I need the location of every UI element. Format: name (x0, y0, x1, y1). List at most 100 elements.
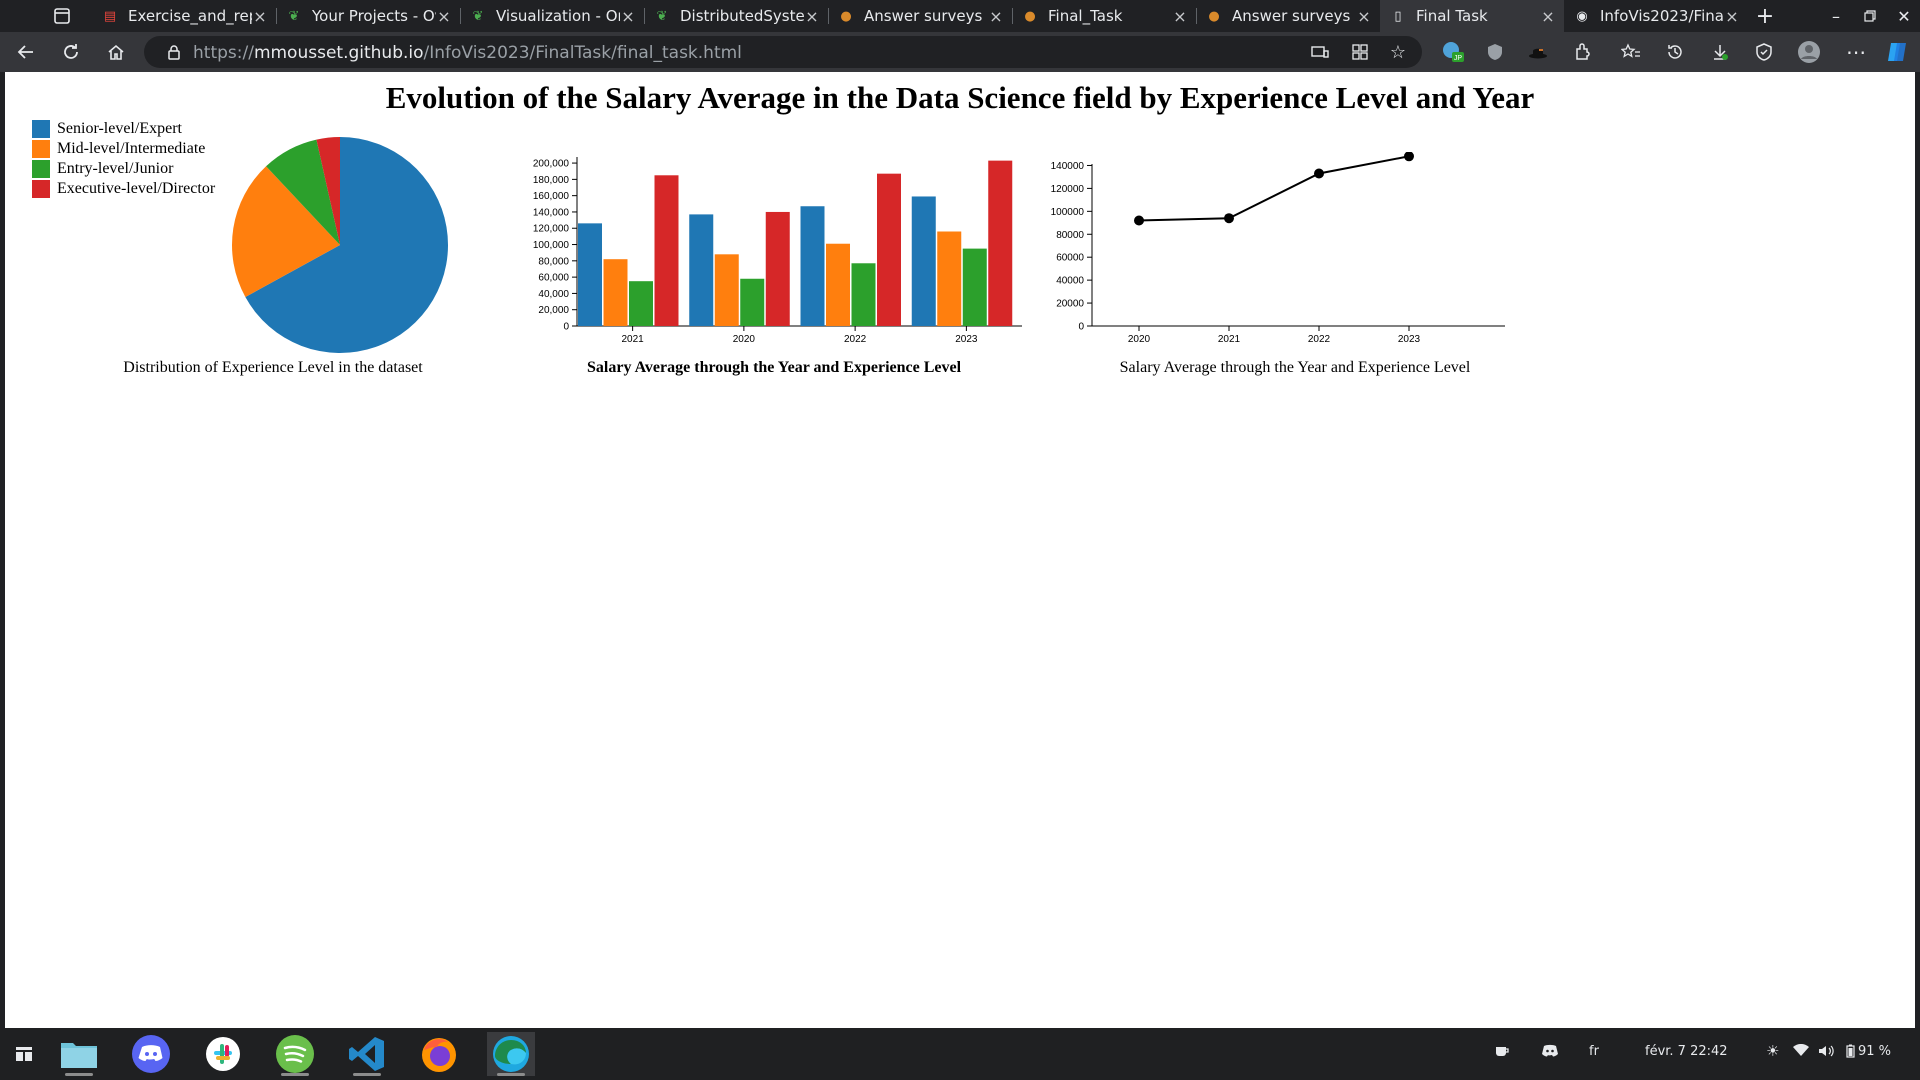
tab-close-button[interactable]: × (1541, 6, 1555, 26)
tab-close-button[interactable]: × (1357, 6, 1371, 26)
line-series (1138, 155, 1410, 222)
spotify-icon[interactable] (271, 1032, 319, 1076)
tab-close-button[interactable]: × (989, 6, 1003, 26)
bar-y-tick-label: 20,000 (538, 305, 569, 316)
bar (689, 214, 714, 326)
legend-label: Executive-level/Director (57, 180, 216, 197)
favorite-star-icon[interactable]: ☆ (1389, 41, 1407, 63)
extensions-icon[interactable] (1571, 40, 1595, 64)
url-text[interactable]: https://mmousset.github.io/InfoVis2023/F… (193, 43, 742, 63)
legend-swatch (32, 160, 50, 178)
bar (603, 259, 628, 326)
extension-hat-icon[interactable] (1526, 40, 1550, 64)
profile-badge: JP (1454, 55, 1463, 62)
wifi-icon[interactable] (1793, 1043, 1809, 1061)
tab-separator (1012, 8, 1013, 24)
ublock-icon[interactable] (1483, 40, 1507, 64)
line-y-tick-label: 60000 (1056, 253, 1084, 264)
tab-separator (1196, 8, 1197, 24)
downloads-icon[interactable] (1708, 40, 1732, 64)
legend-item: Executive-level/Director (32, 180, 215, 198)
line-point (1134, 215, 1144, 226)
profile-avatar-icon[interactable] (1797, 40, 1821, 64)
discord-tray-icon[interactable] (1541, 1044, 1559, 1062)
survey-icon: ● (840, 8, 852, 24)
copilot-icon[interactable] (1885, 40, 1909, 64)
restore-button[interactable] (1858, 4, 1882, 28)
bar-y-tick-label: 200,000 (533, 159, 570, 170)
line-x-tick-label: 2021 (1218, 334, 1241, 345)
line-y-tick-label: 120000 (1051, 184, 1085, 195)
tab-6[interactable]: ● Answer surveys × (1196, 0, 1380, 32)
bar-y-tick-label: 60,000 (538, 273, 569, 284)
tab-7[interactable]: ▯ Final Task × (1380, 0, 1564, 32)
battery-icon[interactable] (1846, 1044, 1855, 1062)
tab-close-button[interactable]: × (1725, 6, 1739, 26)
more-menu-icon[interactable]: ⋯ (1846, 40, 1866, 64)
tab-title: Answer surveys (1232, 7, 1351, 25)
clock[interactable]: févr. 7 22:42 (1645, 1044, 1728, 1059)
tab-separator (276, 8, 277, 24)
home-icon[interactable] (104, 40, 128, 64)
reading-view-icon[interactable] (1308, 40, 1332, 64)
coffee-tray-icon[interactable] (1494, 1044, 1510, 1062)
bar (740, 278, 765, 326)
tab-8[interactable]: ◉ InfoVis2023/Fina × (1564, 0, 1748, 32)
tab-2[interactable]: ❦ Visualization - On × (460, 0, 644, 32)
files-icon[interactable] (55, 1032, 103, 1076)
keyboard-layout[interactable]: fr (1589, 1044, 1599, 1059)
start-menu-button[interactable] (0, 1032, 48, 1076)
volume-icon[interactable] (1818, 1044, 1834, 1062)
back-icon[interactable] (14, 40, 38, 64)
tab-1[interactable]: ❦ Your Projects - Ov × (276, 0, 460, 32)
bar-y-tick-label: 40,000 (538, 289, 569, 300)
taskbar: fr févr. 7 22:42 ☀ 91 % (0, 1028, 1920, 1080)
reload-icon[interactable] (59, 40, 83, 64)
tab-close-button[interactable]: × (437, 6, 451, 26)
edge-icon[interactable] (487, 1032, 535, 1076)
discord-icon[interactable] (127, 1032, 175, 1076)
minimize-button[interactable]: – (1832, 6, 1840, 26)
address-bar[interactable]: https://mmousset.github.io/InfoVis2023/F… (144, 36, 1422, 68)
url-host: mmousset.github.io (253, 43, 424, 63)
tab-3[interactable]: ❦ DistributedSyster × (644, 0, 828, 32)
url-scheme: https:// (193, 43, 254, 63)
vscode-icon[interactable] (343, 1032, 391, 1076)
lock-icon[interactable] (162, 40, 186, 64)
close-window-button[interactable]: ✕ (1897, 6, 1911, 26)
tab-close-button[interactable]: × (621, 6, 635, 26)
translate-profile-icon[interactable]: JP (1441, 40, 1465, 64)
favorites-icon[interactable] (1619, 40, 1643, 64)
browser-toolbar: https://mmousset.github.io/InfoVis2023/F… (0, 32, 1920, 72)
tab-4[interactable]: ● Answer surveys × (828, 0, 1012, 32)
bar-x-tick-label: 2022 (844, 334, 867, 345)
tab-title: Answer surveys (864, 7, 983, 25)
tab-0[interactable]: ▤ Exercise_and_rep × (92, 0, 276, 32)
bar-x-tick-label: 2023 (955, 334, 978, 345)
bar-x-tick-label: 2020 (733, 334, 756, 345)
slack-icon[interactable] (199, 1032, 247, 1076)
running-indicator (497, 1073, 525, 1076)
leaf-icon: ❦ (656, 8, 668, 24)
legend-swatch (32, 180, 50, 198)
browser-essentials-icon[interactable] (1752, 40, 1776, 64)
line-x-tick-label: 2023 (1398, 334, 1421, 345)
tab-close-button[interactable]: × (253, 6, 267, 26)
new-tab-button[interactable]: + (1755, 3, 1775, 29)
tab-close-button[interactable]: × (1173, 6, 1187, 26)
line-chart: 0 20000 40000 60000 80000 100000 120000 140000 2… (1051, 152, 1505, 345)
app-available-icon[interactable] (1348, 40, 1372, 64)
firefox-icon[interactable] (415, 1032, 463, 1076)
bar (826, 243, 850, 326)
tab-title: Final Task (1416, 7, 1488, 25)
tab-actions-icon[interactable] (52, 6, 72, 26)
line-y-tick-label: 20000 (1056, 299, 1084, 310)
bar-x-tick-label: 2021 (622, 334, 645, 345)
bar (654, 175, 679, 326)
brightness-icon[interactable]: ☀ (1766, 1042, 1780, 1060)
tab-close-button[interactable]: × (805, 6, 819, 26)
tab-5[interactable]: ● Final_Task × (1012, 0, 1196, 32)
pie-slice (232, 166, 340, 298)
pie-caption: Distribution of Experience Level in the … (123, 359, 423, 376)
history-icon[interactable] (1663, 40, 1687, 64)
